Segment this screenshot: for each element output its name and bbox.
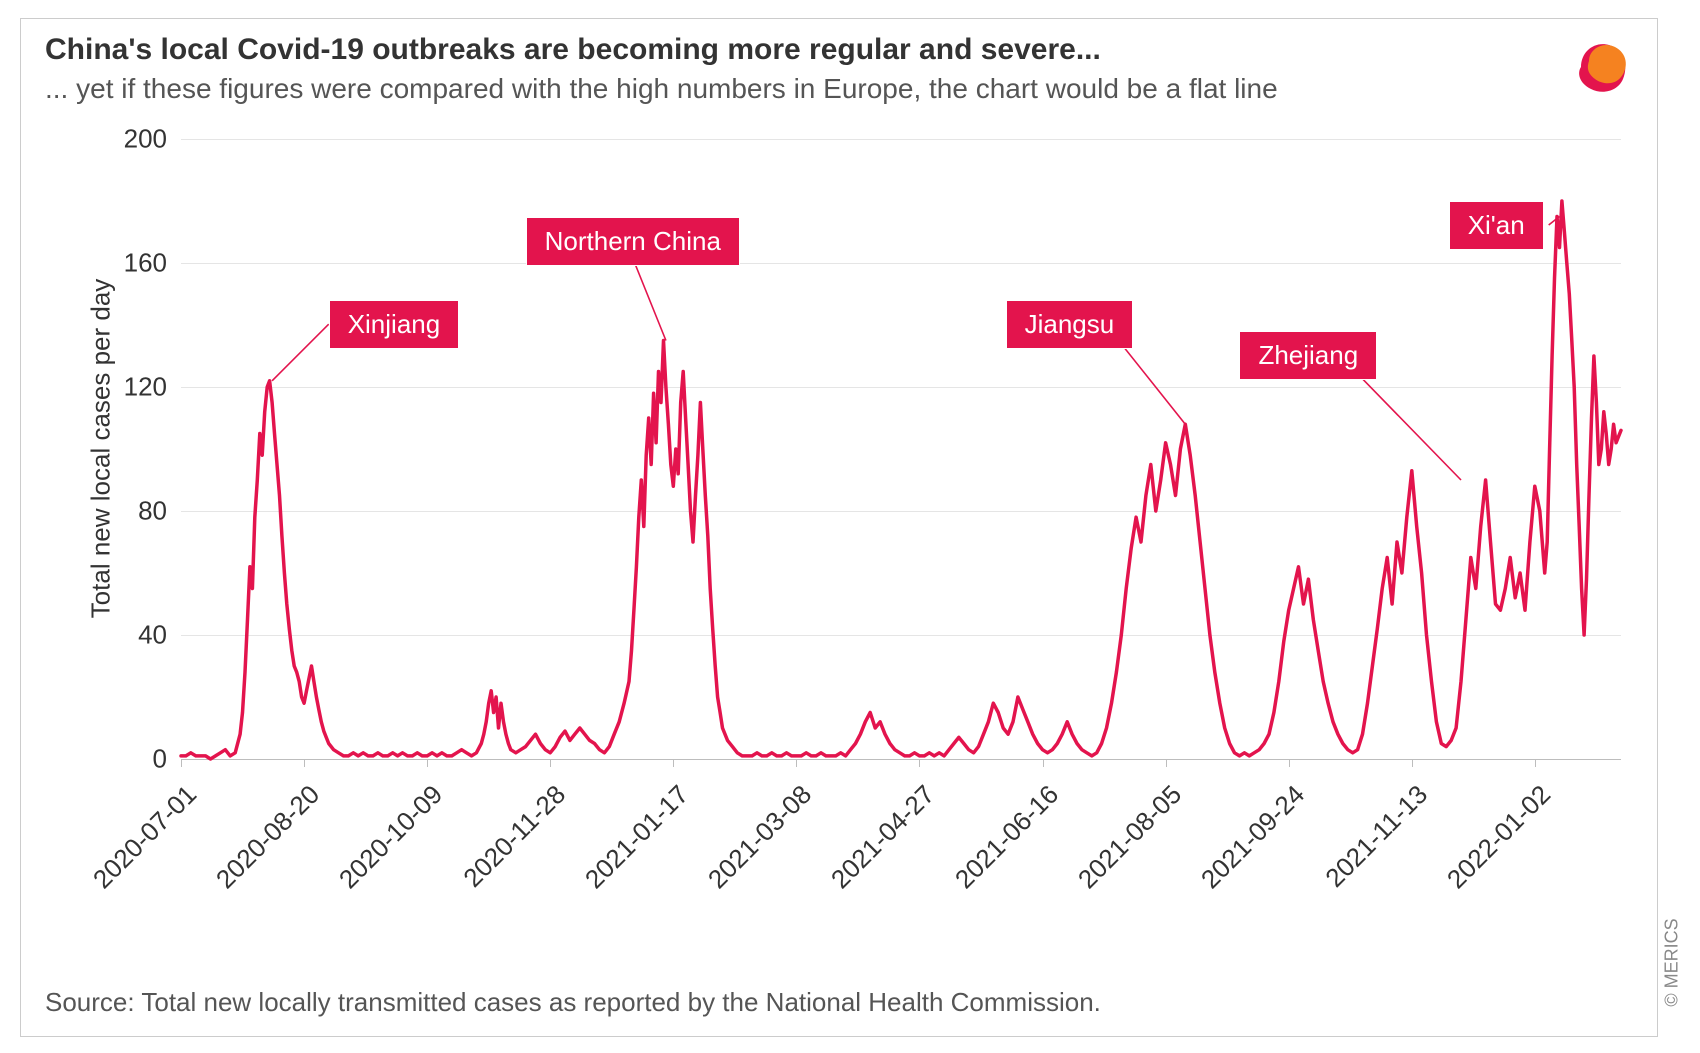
- chart-svg: [181, 139, 1621, 759]
- x-tick-mark: [919, 759, 920, 767]
- x-axis: [181, 759, 1621, 760]
- x-tick-mark: [1535, 759, 1536, 767]
- x-tick-mark: [1289, 759, 1290, 767]
- merics-logo-icon: [1569, 37, 1633, 100]
- chart-frame: China's local Covid-19 outbreaks are bec…: [20, 18, 1658, 1037]
- copyright-text: © MERICS: [1661, 918, 1682, 1006]
- annotation-label: Northern China: [526, 217, 740, 266]
- y-tick-label: 40: [138, 620, 167, 651]
- x-tick-label: 2021-04-27: [825, 779, 941, 895]
- x-tick-label: 2021-03-08: [702, 779, 818, 895]
- cases-line: [181, 201, 1621, 759]
- x-tick-label: 2021-08-05: [1072, 779, 1188, 895]
- chart-title: China's local Covid-19 outbreaks are bec…: [45, 33, 1101, 67]
- source-citation: Source: Total new locally transmitted ca…: [45, 987, 1101, 1018]
- annotation-label: Xi'an: [1449, 201, 1544, 250]
- y-tick-label: 0: [153, 744, 167, 775]
- x-tick-label: 2021-11-13: [1319, 779, 1434, 894]
- x-tick-label: 2021-09-24: [1195, 779, 1311, 895]
- y-tick-label: 160: [124, 248, 167, 279]
- annotation-label: Zhejiang: [1239, 331, 1377, 380]
- x-tick-mark: [181, 759, 182, 767]
- x-tick-label: 2020-08-20: [210, 779, 326, 895]
- x-tick-mark: [1166, 759, 1167, 767]
- x-tick-label: 2020-07-01: [87, 779, 203, 895]
- x-tick-label: 2020-10-09: [333, 779, 449, 895]
- y-tick-label: 200: [124, 124, 167, 155]
- x-tick-mark: [427, 759, 428, 767]
- x-tick-label: 2022-01-02: [1441, 779, 1557, 895]
- y-tick-label: 120: [124, 372, 167, 403]
- line-chart: 040801201602002020-07-012020-08-202020-1…: [181, 139, 1621, 759]
- annotation-leader: [272, 324, 329, 381]
- annotation-label: Jiangsu: [1006, 300, 1134, 349]
- y-tick-label: 80: [138, 496, 167, 527]
- x-tick-label: 2020-11-28: [458, 779, 573, 894]
- x-tick-label: 2021-01-17: [579, 779, 695, 895]
- x-tick-mark: [1412, 759, 1413, 767]
- x-tick-label: 2021-06-16: [948, 779, 1064, 895]
- x-tick-mark: [673, 759, 674, 767]
- x-tick-mark: [304, 759, 305, 767]
- chart-subtitle: ... yet if these figures were compared w…: [45, 73, 1278, 105]
- x-tick-mark: [796, 759, 797, 767]
- annotation-label: Xinjiang: [329, 300, 460, 349]
- x-tick-mark: [550, 759, 551, 767]
- y-axis-label: Total new local cases per day: [86, 249, 117, 649]
- x-tick-mark: [1043, 759, 1044, 767]
